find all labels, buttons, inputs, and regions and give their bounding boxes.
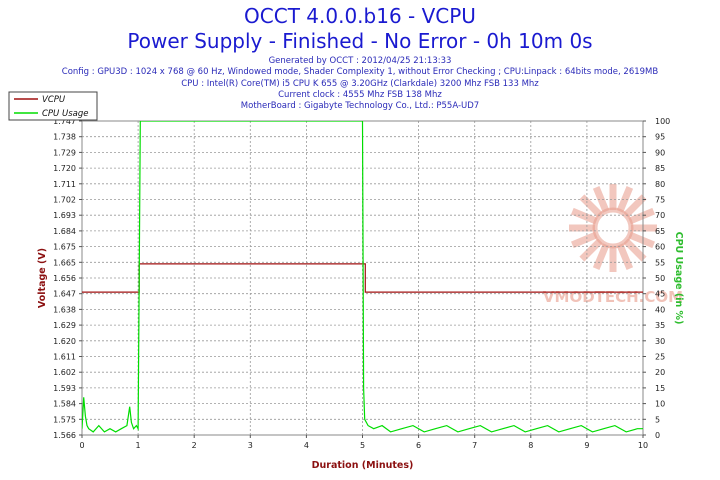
right-tick-label: 85	[655, 164, 665, 173]
x-tick-label: 9	[584, 441, 589, 450]
left-tick-label: 1.720	[53, 164, 76, 173]
left-tick-label: 1.702	[53, 196, 76, 205]
watermark-ray	[623, 194, 647, 218]
x-tick-label: 8	[528, 441, 533, 450]
right-tick-label: 35	[655, 321, 665, 330]
right-tick-label: 25	[655, 353, 665, 362]
watermark-ray	[579, 194, 603, 218]
x-tick-label: 10	[638, 441, 648, 450]
right-tick-label: 45	[655, 290, 665, 299]
x-tick-label: 1	[136, 441, 141, 450]
clock-info: Current clock : 4555 Mhz FSB 138 Mhz	[278, 90, 442, 100]
watermark-ray	[628, 231, 655, 249]
left-tick-label: 1.566	[53, 431, 76, 440]
right-tick-label: 75	[655, 196, 665, 205]
right-tick-label: 40	[655, 305, 665, 314]
right-axis-label: CPU Usage (in %)	[673, 232, 684, 325]
watermark-ray	[592, 186, 610, 213]
x-tick-label: 5	[360, 441, 365, 450]
legend: VCPU CPU Usage	[8, 91, 98, 121]
legend-box	[8, 91, 98, 121]
series-lines	[82, 121, 643, 433]
watermark-ray	[592, 243, 610, 270]
left-tick-label: 1.729	[53, 148, 76, 157]
left-tick-label: 1.629	[53, 321, 76, 330]
left-tick-label: 1.665	[53, 258, 76, 267]
watermark-ray	[616, 243, 634, 270]
right-tick-label: 20	[655, 368, 665, 377]
right-tick-label: 100	[655, 117, 670, 126]
left-axis-label: Voltage (V)	[37, 248, 48, 308]
left-tick-label: 1.747	[53, 117, 76, 126]
x-axis: 0 1 2 3 4 5 6 7 8 9 10	[79, 435, 648, 450]
x-tick-label: 7	[472, 441, 477, 450]
left-tick-label: 1.738	[53, 133, 76, 142]
right-tick-label: 80	[655, 180, 665, 189]
series-line-vcpu	[82, 263, 643, 293]
x-tick-label: 0	[79, 441, 84, 450]
legend-label-cpu-usage: CPU Usage	[42, 109, 88, 119]
right-tick-label: 65	[655, 227, 665, 236]
right-axis: 0 5 10 15 20 25 30 35 40 45 50 55 60 65 70 75 80 85 90 95 10…	[643, 117, 670, 440]
generated-info: Generated by OCCT : 2012/04/25 21:13:33	[268, 56, 452, 66]
left-tick-label: 1.711	[53, 180, 76, 189]
series-line-cpu-usage	[82, 121, 643, 433]
motherboard-info: MotherBoard : Gigabyte Technology Co., L…	[240, 101, 480, 111]
left-tick-label: 1.693	[53, 211, 76, 220]
right-tick-label: 15	[655, 384, 665, 393]
right-tick-label: 90	[655, 148, 665, 157]
left-tick-label: 1.575	[53, 415, 76, 424]
watermark-ray	[623, 238, 647, 262]
x-tick-label: 4	[304, 441, 309, 450]
right-tick-label: 55	[655, 258, 665, 267]
legend-label-vcpu: VCPU	[42, 95, 66, 105]
watermark-ray	[571, 207, 598, 225]
left-tick-label: 1.684	[53, 227, 76, 236]
config-info: Config : GPU3D : 1024 x 768 @ 60 Hz, Win…	[61, 67, 659, 77]
left-tick-label: 1.638	[53, 305, 76, 314]
left-tick-label: 1.602	[53, 368, 76, 377]
left-tick-label: 1.584	[53, 400, 76, 409]
watermark-ray	[628, 207, 655, 225]
watermark-ring	[592, 207, 634, 249]
right-tick-label: 70	[655, 211, 665, 220]
x-axis-label: Duration (Minutes)	[312, 460, 414, 471]
x-tick-label: 2	[192, 441, 197, 450]
watermark-logo: VMODTECH.COM	[543, 184, 683, 306]
right-tick-label: 95	[655, 133, 665, 142]
watermark-ray	[571, 231, 598, 249]
right-tick-label: 50	[655, 274, 665, 283]
watermark-ray	[579, 238, 603, 262]
right-tick-label: 60	[655, 243, 665, 252]
right-tick-label: 10	[655, 400, 665, 409]
x-tick-label: 3	[248, 441, 253, 450]
left-tick-label: 1.611	[53, 353, 76, 362]
left-axis: 1.566 1.575 1.584 1.593 1.602 1.611 1.620 1.629…	[53, 117, 82, 440]
right-tick-label: 5	[655, 415, 660, 424]
chart-title: OCCT 4.0.0.b16 - VCPU	[244, 4, 476, 28]
right-tick-label: 0	[655, 431, 660, 440]
watermark-ray	[616, 186, 634, 213]
right-tick-label: 30	[655, 337, 665, 346]
left-tick-label: 1.656	[53, 274, 76, 283]
left-tick-label: 1.620	[53, 337, 76, 346]
cpu-info: CPU : Intel(R) Core(TM) i5 CPU K 655 @ 3…	[181, 79, 539, 89]
left-tick-label: 1.675	[53, 243, 76, 252]
left-tick-label: 1.647	[53, 290, 76, 299]
x-tick-label: 6	[416, 441, 421, 450]
chart-subtitle: Power Supply - Finished - No Error - 0h …	[127, 29, 593, 53]
left-tick-label: 1.593	[53, 384, 76, 393]
